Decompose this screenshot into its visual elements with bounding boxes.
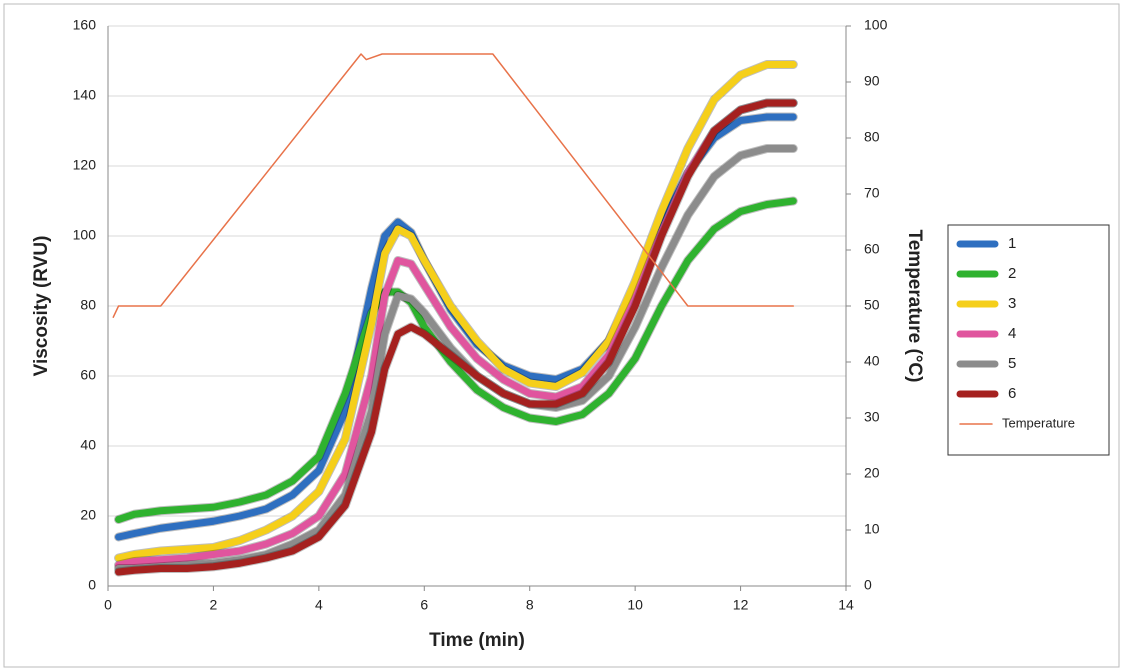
legend-label: 3 bbox=[1008, 295, 1016, 312]
y2-tick-label: 20 bbox=[864, 465, 880, 481]
x-tick-label: 10 bbox=[627, 597, 643, 613]
series-line bbox=[115, 61, 797, 562]
y-tick-label: 80 bbox=[80, 297, 96, 313]
x-axis-title: Time (min) bbox=[429, 630, 525, 651]
y-tick-label: 120 bbox=[73, 157, 97, 173]
y2-tick-label: 90 bbox=[864, 73, 880, 89]
y-tick-label: 20 bbox=[80, 507, 96, 523]
y-tick-label: 140 bbox=[73, 87, 97, 103]
legend-label: 6 bbox=[1008, 385, 1016, 402]
x-tick-label: 12 bbox=[733, 597, 749, 613]
temperature-line bbox=[112, 53, 795, 318]
y2-axis-title: Temperature (°C) bbox=[904, 230, 925, 383]
x-tick-label: 8 bbox=[526, 597, 534, 613]
y-tick-label: 0 bbox=[88, 577, 96, 593]
y2-tick-label: 50 bbox=[864, 297, 880, 313]
y2-tick-label: 10 bbox=[864, 521, 880, 537]
legend-box bbox=[947, 224, 1110, 456]
series-line bbox=[115, 99, 797, 576]
legend-label: 2 bbox=[1008, 265, 1016, 282]
x-tick-label: 4 bbox=[315, 597, 323, 613]
legend-label: 4 bbox=[1008, 325, 1016, 342]
y-tick-label: 40 bbox=[80, 437, 96, 453]
legend-label: Temperature bbox=[1002, 415, 1075, 430]
legend-label: 5 bbox=[1008, 355, 1016, 372]
x-tick-label: 6 bbox=[420, 597, 428, 613]
x-tick-label: 14 bbox=[838, 597, 854, 613]
x-tick-label: 2 bbox=[210, 597, 218, 613]
y2-tick-label: 60 bbox=[864, 241, 880, 257]
y-tick-label: 160 bbox=[73, 17, 97, 33]
y2-tick-label: 70 bbox=[864, 185, 880, 201]
y-tick-label: 60 bbox=[80, 367, 96, 383]
legend-label: 1 bbox=[1008, 235, 1016, 252]
y2-tick-label: 30 bbox=[864, 409, 880, 425]
y2-tick-label: 0 bbox=[864, 577, 872, 593]
y2-tick-label: 40 bbox=[864, 353, 880, 369]
y2-tick-label: 80 bbox=[864, 129, 880, 145]
series-line bbox=[115, 197, 797, 523]
y-axis-title: Viscosity (RVU) bbox=[31, 236, 52, 377]
x-tick-label: 0 bbox=[104, 597, 112, 613]
y-tick-label: 100 bbox=[73, 227, 97, 243]
y2-tick-label: 100 bbox=[864, 17, 888, 33]
